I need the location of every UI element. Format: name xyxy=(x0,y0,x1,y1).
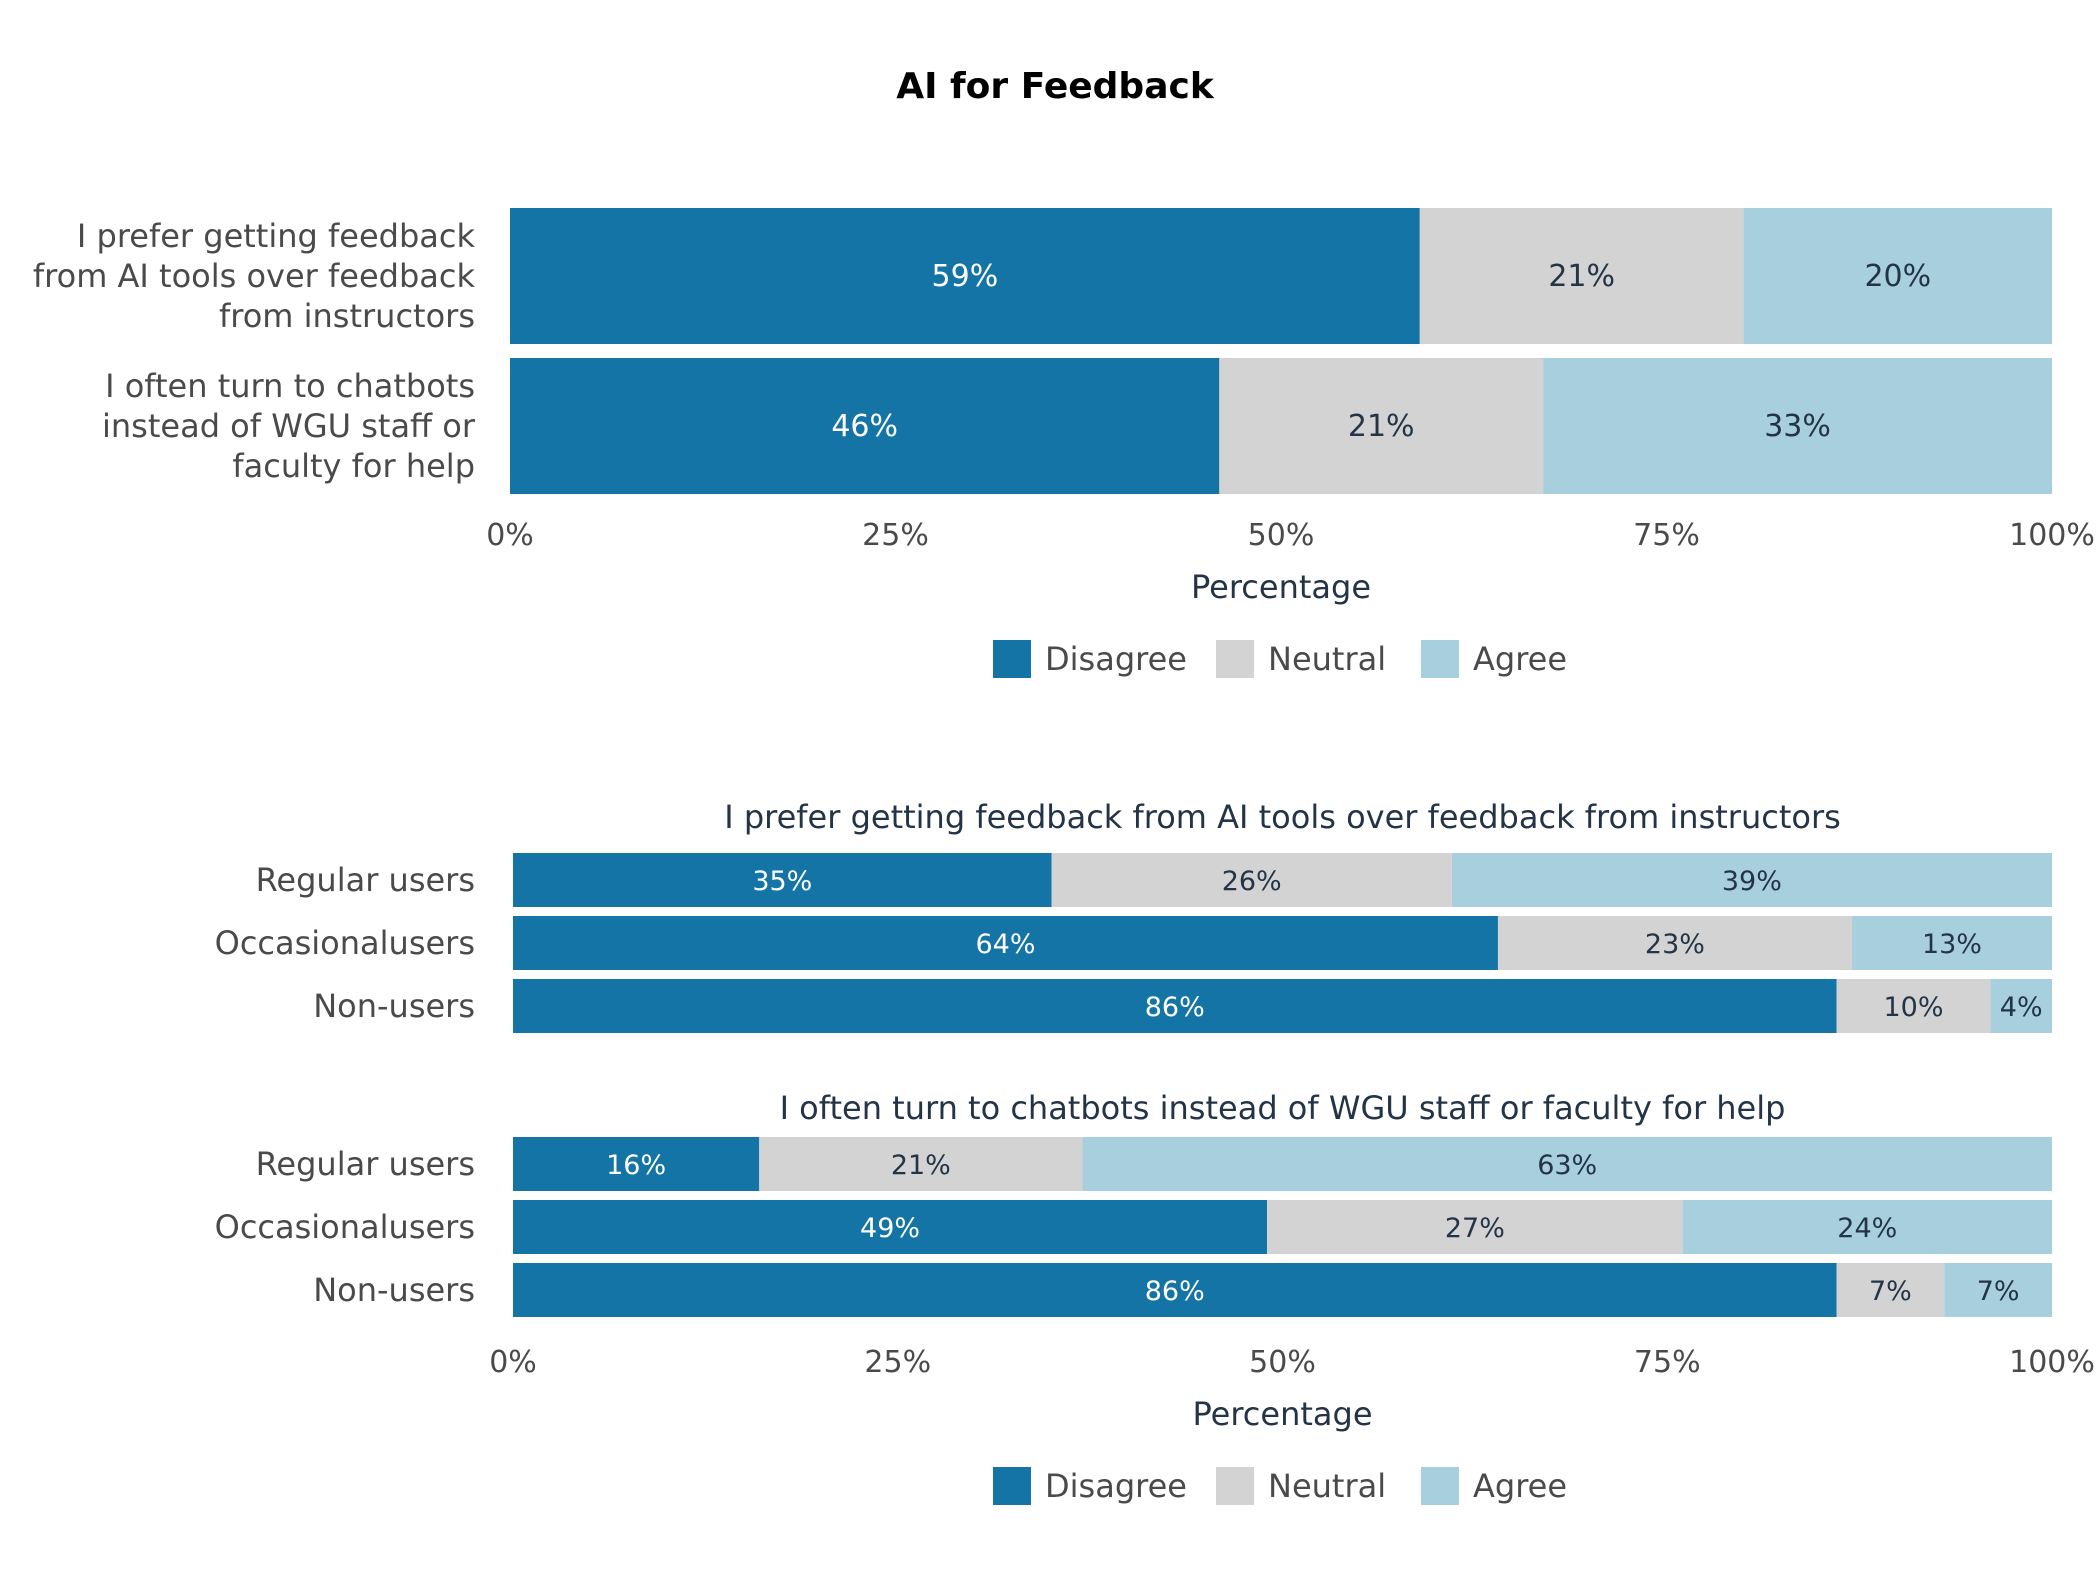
panel-1-bar-agree-2 xyxy=(1944,1263,2052,1317)
top-legend-swatch-disagree xyxy=(993,640,1031,678)
panel-0-data-label-agree-0: 39% xyxy=(1722,866,1782,897)
panel-0-bar-neutral-0 xyxy=(1051,853,1452,907)
bottom-legend-label-disagree: Disagree xyxy=(1045,1467,1187,1505)
panel-0-bar-agree-2 xyxy=(1990,979,2052,1033)
panel-1-bar-neutral-0 xyxy=(759,1137,1083,1191)
top-x-tick-label: 100% xyxy=(2009,518,2095,553)
bottom-legend-swatch-agree xyxy=(1421,1467,1459,1505)
top-category-label: from instructors xyxy=(219,297,475,335)
bottom-x-tick-label: 0% xyxy=(489,1345,537,1380)
panel-0-bar-neutral-2 xyxy=(1836,979,1991,1033)
bottom-legend-swatch-neutral xyxy=(1216,1467,1254,1505)
bottom-x-tick-label: 50% xyxy=(1249,1345,1316,1380)
top-x-tick-label: 50% xyxy=(1248,518,1315,553)
panel-1-data-label-disagree-0: 16% xyxy=(606,1150,666,1181)
panel-1-bar-neutral-2 xyxy=(1836,1263,1945,1317)
bottom-legend-label-neutral: Neutral xyxy=(1268,1467,1386,1505)
panel-1-data-label-disagree-1: 49% xyxy=(860,1213,920,1244)
panel-1-data-label-neutral-0: 21% xyxy=(891,1150,951,1181)
top-data-label-agree-0: 20% xyxy=(1864,259,1931,294)
panel-0-bar-agree-1 xyxy=(1851,916,2052,970)
panel-0-data-label-disagree-0: 35% xyxy=(752,866,812,897)
panel-1-data-label-neutral-2: 7% xyxy=(1869,1276,1912,1307)
panel-1-bar-disagree-1 xyxy=(513,1200,1268,1254)
bottom-x-tick-label: 25% xyxy=(864,1345,931,1380)
top-legend-swatch-neutral xyxy=(1216,640,1254,678)
bottom-x-tick-label: 75% xyxy=(1634,1345,1701,1380)
panel-1-data-label-neutral-1: 27% xyxy=(1445,1213,1505,1244)
panel-0-bar-disagree-1 xyxy=(513,916,1498,970)
panel-1-title: I often turn to chatbots instead of WGU … xyxy=(780,1089,1786,1127)
panel-1-category-label: Occasionalusers xyxy=(215,1208,475,1246)
top-category-label: instead of WGU staff or xyxy=(102,407,476,445)
top-bar-disagree-0 xyxy=(510,208,1420,344)
top-legend-swatch-agree xyxy=(1421,640,1459,678)
panel-1-bar-disagree-2 xyxy=(513,1263,1837,1317)
panel-0-category-label: Non-users xyxy=(313,987,475,1025)
panel-0-category-label: Regular users xyxy=(256,861,475,899)
top-data-label-disagree-1: 46% xyxy=(831,409,898,444)
panel-0-bar-agree-0 xyxy=(1451,853,2052,907)
bottom-x-tick-label: 100% xyxy=(2009,1345,2095,1380)
panel-1-bar-disagree-0 xyxy=(513,1137,760,1191)
top-bar-agree-1 xyxy=(1543,358,2052,494)
panel-0-category-label: Occasionalusers xyxy=(215,924,475,962)
panel-0-title: I prefer getting feedback from AI tools … xyxy=(724,798,1841,836)
panel-1-bar-agree-1 xyxy=(1682,1200,2052,1254)
panel-1-data-label-agree-1: 24% xyxy=(1837,1213,1897,1244)
panel-1-bar-agree-0 xyxy=(1082,1137,2052,1191)
top-x-axis-label: Percentage xyxy=(1191,568,1371,606)
panel-0-data-label-neutral-0: 26% xyxy=(1222,866,1282,897)
top-chart: 59% 21% 20% 46% 21% 33% I prefer getting feedb… xyxy=(33,208,2095,678)
chart-title: AI for Feedback xyxy=(896,66,1215,107)
panel-0-data-label-neutral-2: 10% xyxy=(1883,992,1943,1023)
top-category-label: I prefer getting feedback xyxy=(77,217,476,255)
top-category-label: from AI tools over feedback xyxy=(33,257,476,295)
top-data-label-neutral-1: 21% xyxy=(1348,409,1415,444)
panel-1-category-label: Non-users xyxy=(313,1271,475,1309)
top-data-label-disagree-0: 59% xyxy=(932,259,999,294)
panel-0-data-label-agree-1: 13% xyxy=(1922,929,1982,960)
panel-1-data-label-agree-0: 63% xyxy=(1537,1150,1597,1181)
panel-1-category-label: Regular users xyxy=(256,1145,475,1183)
panel-1-data-label-agree-2: 7% xyxy=(1977,1276,2020,1307)
bottom-legend-label-agree: Agree xyxy=(1473,1467,1567,1505)
panel-0-data-label-neutral-1: 23% xyxy=(1645,929,1705,960)
panel-0-data-label-disagree-1: 64% xyxy=(975,929,1035,960)
top-bar-disagree-1 xyxy=(510,358,1220,494)
top-x-tick-label: 0% xyxy=(486,518,534,553)
panel-0-data-label-disagree-2: 86% xyxy=(1145,992,1205,1023)
top-data-label-neutral-0: 21% xyxy=(1548,259,1615,294)
panel-0-data-label-agree-2: 4% xyxy=(2000,992,2043,1023)
panel-0-bar-neutral-1 xyxy=(1497,916,1852,970)
top-bar-neutral-0 xyxy=(1419,208,1744,344)
panel-1-bar-neutral-1 xyxy=(1267,1200,1683,1254)
top-x-tick-label: 25% xyxy=(862,518,929,553)
top-legend-label-agree: Agree xyxy=(1473,640,1567,678)
bottom-x-axis-label: Percentage xyxy=(1192,1395,1372,1433)
panel-1-data-label-disagree-2: 86% xyxy=(1145,1276,1205,1307)
bottom-legend-swatch-disagree xyxy=(993,1467,1031,1505)
bottom-chart: I prefer getting feedback from AI tools … xyxy=(215,798,2095,1505)
top-data-label-agree-1: 33% xyxy=(1764,409,1831,444)
top-bar-agree-0 xyxy=(1743,208,2052,344)
panel-0-bar-disagree-0 xyxy=(513,853,1052,907)
top-legend-label-disagree: Disagree xyxy=(1045,640,1187,678)
top-category-label: faculty for help xyxy=(232,447,475,485)
top-x-tick-label: 75% xyxy=(1633,518,1700,553)
top-legend-label-neutral: Neutral xyxy=(1268,640,1386,678)
panel-0-bar-disagree-2 xyxy=(513,979,1837,1033)
top-bar-neutral-1 xyxy=(1219,358,1544,494)
top-category-label: I often turn to chatbots xyxy=(105,367,475,405)
